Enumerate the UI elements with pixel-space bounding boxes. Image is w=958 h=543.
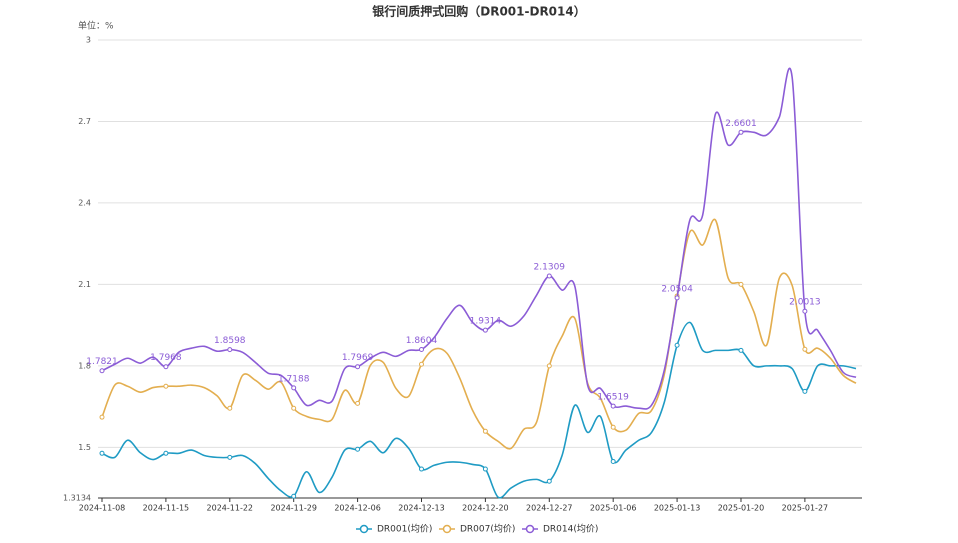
point-marker [418,361,424,367]
point-marker [802,388,808,394]
point-marker [802,346,808,352]
point-marker [227,405,233,411]
x-tick-label: 2024-12-06 [334,504,381,513]
data-label: 1.8598 [214,336,246,346]
point-marker [291,405,297,411]
point-marker [738,129,744,135]
data-label: 2.0013 [789,298,821,308]
y-tick-label: 3 [86,36,91,45]
point-marker [291,493,297,499]
point-marker [99,368,105,374]
point-marker [99,414,105,420]
series-line [101,218,857,450]
point-marker [482,327,488,333]
y-tick-label: 1.5 [78,443,91,452]
data-label: 2.0504 [661,284,693,294]
point-marker [610,424,616,430]
series-line [101,321,857,499]
point-marker [355,446,361,452]
point-marker [802,308,808,314]
point-marker [418,346,424,352]
y-tick-label: 2.4 [78,198,91,207]
x-tick-label: 2024-11-29 [270,504,317,513]
point-marker [546,478,552,484]
point-marker [674,342,680,348]
legend-label: DR001(均价) [377,523,432,535]
x-tick-label: 2025-01-27 [782,504,829,513]
legend-label: DR014(均价) [543,523,598,535]
point-marker [610,458,616,464]
point-marker [674,295,680,301]
y-tick-label: 2.7 [78,117,91,126]
point-marker [163,383,169,389]
point-marker [291,385,297,391]
y-tick-label: 1.8 [78,361,91,370]
x-tick-label: 2025-01-13 [654,504,701,513]
y-tick-label: 1.3134 [63,494,91,503]
x-tick-label: 2025-01-06 [590,504,637,513]
legend-label: DR007(均价) [460,523,515,535]
data-label: 1.7188 [278,374,310,384]
x-tick-label: 2024-11-15 [143,504,190,513]
data-label: 1.8604 [406,336,438,346]
legend-marker [359,524,369,534]
point-marker [738,347,744,353]
y-tick-label: 2.1 [78,280,91,289]
legend-marker [442,524,452,534]
chart-title: 银行间质押式回购（DR001-DR014） [372,4,585,19]
point-marker [227,347,233,353]
legend-marker [525,524,535,534]
point-marker [610,403,616,409]
point-marker [738,281,744,287]
data-label: 2.6601 [725,119,757,129]
x-tick-label: 2024-12-20 [462,504,509,513]
point-marker [546,363,552,369]
point-marker [482,466,488,472]
x-tick-label: 2024-12-13 [398,504,445,513]
point-marker [227,454,233,460]
point-marker [163,450,169,456]
point-marker [163,364,169,370]
data-label: 1.6519 [597,393,629,403]
x-tick-label: 2024-12-27 [526,504,573,513]
point-marker [355,400,361,406]
data-label: 2.1309 [534,263,566,273]
point-marker [355,364,361,370]
data-label: 1.7968 [150,353,182,363]
x-tick-label: 2024-11-22 [207,504,254,513]
data-label: 1.9314 [470,317,502,327]
unit-label: 单位：% [78,20,114,32]
point-marker [482,428,488,434]
data-label: 1.7969 [342,353,374,363]
point-marker [99,450,105,456]
point-marker [546,273,552,279]
x-tick-label: 2024-11-08 [79,504,126,513]
data-label: 1.7821 [86,357,118,367]
x-tick-label: 2025-01-20 [718,504,765,513]
point-marker [418,466,424,472]
